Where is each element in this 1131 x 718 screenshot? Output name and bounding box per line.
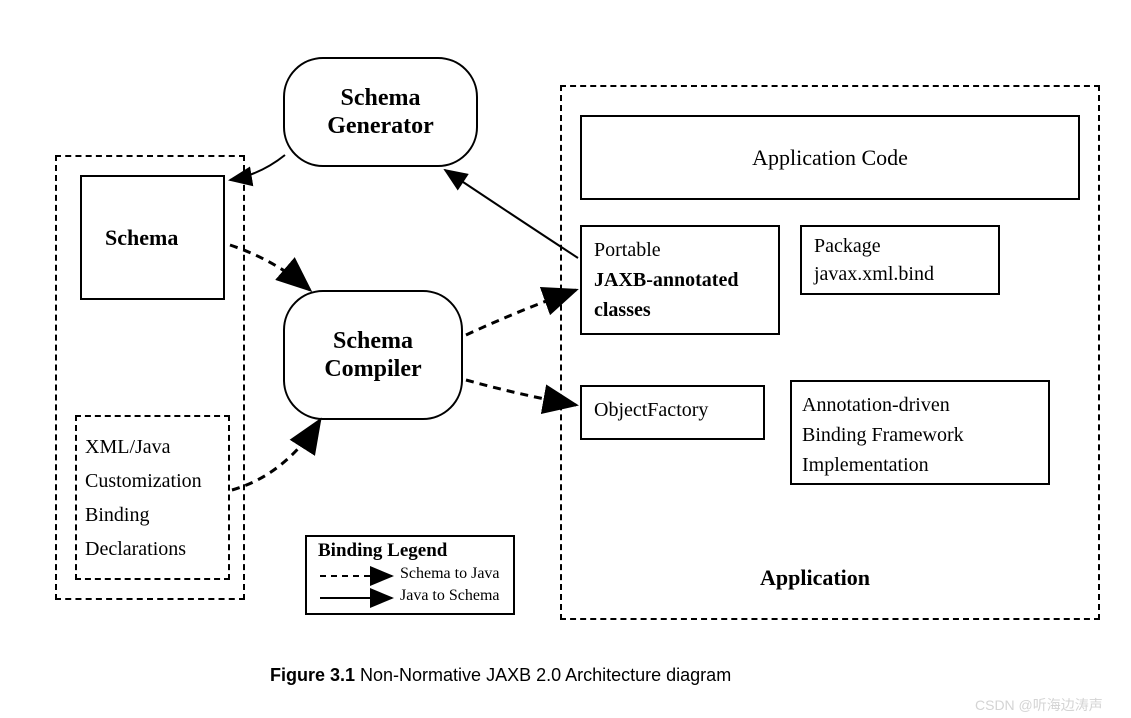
- application-label: Application: [760, 565, 870, 591]
- object-factory-label: ObjectFactory: [594, 399, 708, 421]
- gen-line-1: Schema: [327, 84, 434, 112]
- jaxb-line-1: Portable: [594, 235, 766, 265]
- schema-generator-node: Schema Generator: [283, 57, 478, 167]
- arrow-annotated-to-gen: [445, 170, 578, 258]
- caption-text: Non-Normative JAXB 2.0 Architecture diag…: [360, 665, 731, 685]
- binding-framework-box: Annotation-driven Binding Framework Impl…: [790, 380, 1050, 485]
- caption-prefix: Figure 3.1: [270, 665, 360, 685]
- jaxb-annotated-box: Portable JAXB-annotated classes: [580, 225, 780, 335]
- architecture-diagram: Schema XML/Java Customization Binding De…: [0, 0, 1131, 718]
- bf-line-1: Annotation-driven: [802, 390, 1038, 420]
- legend-title: Binding Legend: [318, 540, 447, 562]
- custom-line-4: Declarations: [85, 532, 202, 566]
- figure-caption: Figure 3.1 Non-Normative JAXB 2.0 Archit…: [270, 665, 731, 686]
- bf-line-2: Binding Framework: [802, 420, 1038, 450]
- app-code-label: Application Code: [752, 145, 908, 171]
- object-factory-box: ObjectFactory: [580, 385, 765, 440]
- comp-line-2: Compiler: [324, 355, 421, 383]
- customization-text: XML/Java Customization Binding Declarati…: [85, 430, 202, 566]
- custom-line-3: Binding: [85, 498, 202, 532]
- custom-line-2: Customization: [85, 464, 202, 498]
- app-code-box: Application Code: [580, 115, 1080, 200]
- jaxb-line-3: classes: [594, 295, 766, 325]
- package-line-2: javax.xml.bind: [814, 260, 986, 288]
- custom-line-1: XML/Java: [85, 430, 202, 464]
- watermark-text: CSDN @听海边涛声: [975, 695, 1103, 715]
- comp-line-1: Schema: [324, 327, 421, 355]
- legend-item-2-label: Java to Schema: [400, 587, 500, 605]
- bf-line-3: Implementation: [802, 450, 1038, 480]
- jaxb-line-2: JAXB-annotated: [594, 265, 766, 295]
- schema-compiler-node: Schema Compiler: [283, 290, 463, 420]
- schema-label: Schema: [105, 225, 178, 251]
- gen-line-2: Generator: [327, 112, 434, 140]
- arrow-customization-to-compiler: [232, 420, 320, 490]
- legend-item-1-label: Schema to Java: [400, 565, 500, 583]
- package-line-1: Package: [814, 232, 986, 260]
- package-box: Package javax.xml.bind: [800, 225, 1000, 295]
